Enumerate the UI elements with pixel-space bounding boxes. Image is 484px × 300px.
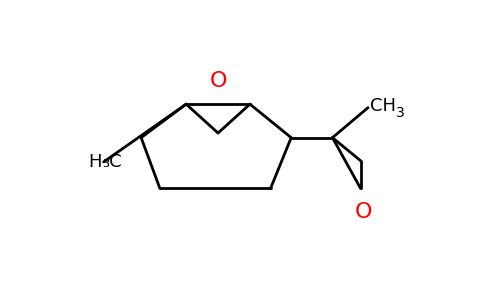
Text: H: H [88, 153, 102, 171]
Text: O: O [209, 71, 227, 91]
Text: 3: 3 [395, 106, 404, 120]
Text: CH: CH [370, 98, 396, 116]
Text: ₃C: ₃C [102, 153, 121, 171]
Text: O: O [355, 202, 372, 222]
